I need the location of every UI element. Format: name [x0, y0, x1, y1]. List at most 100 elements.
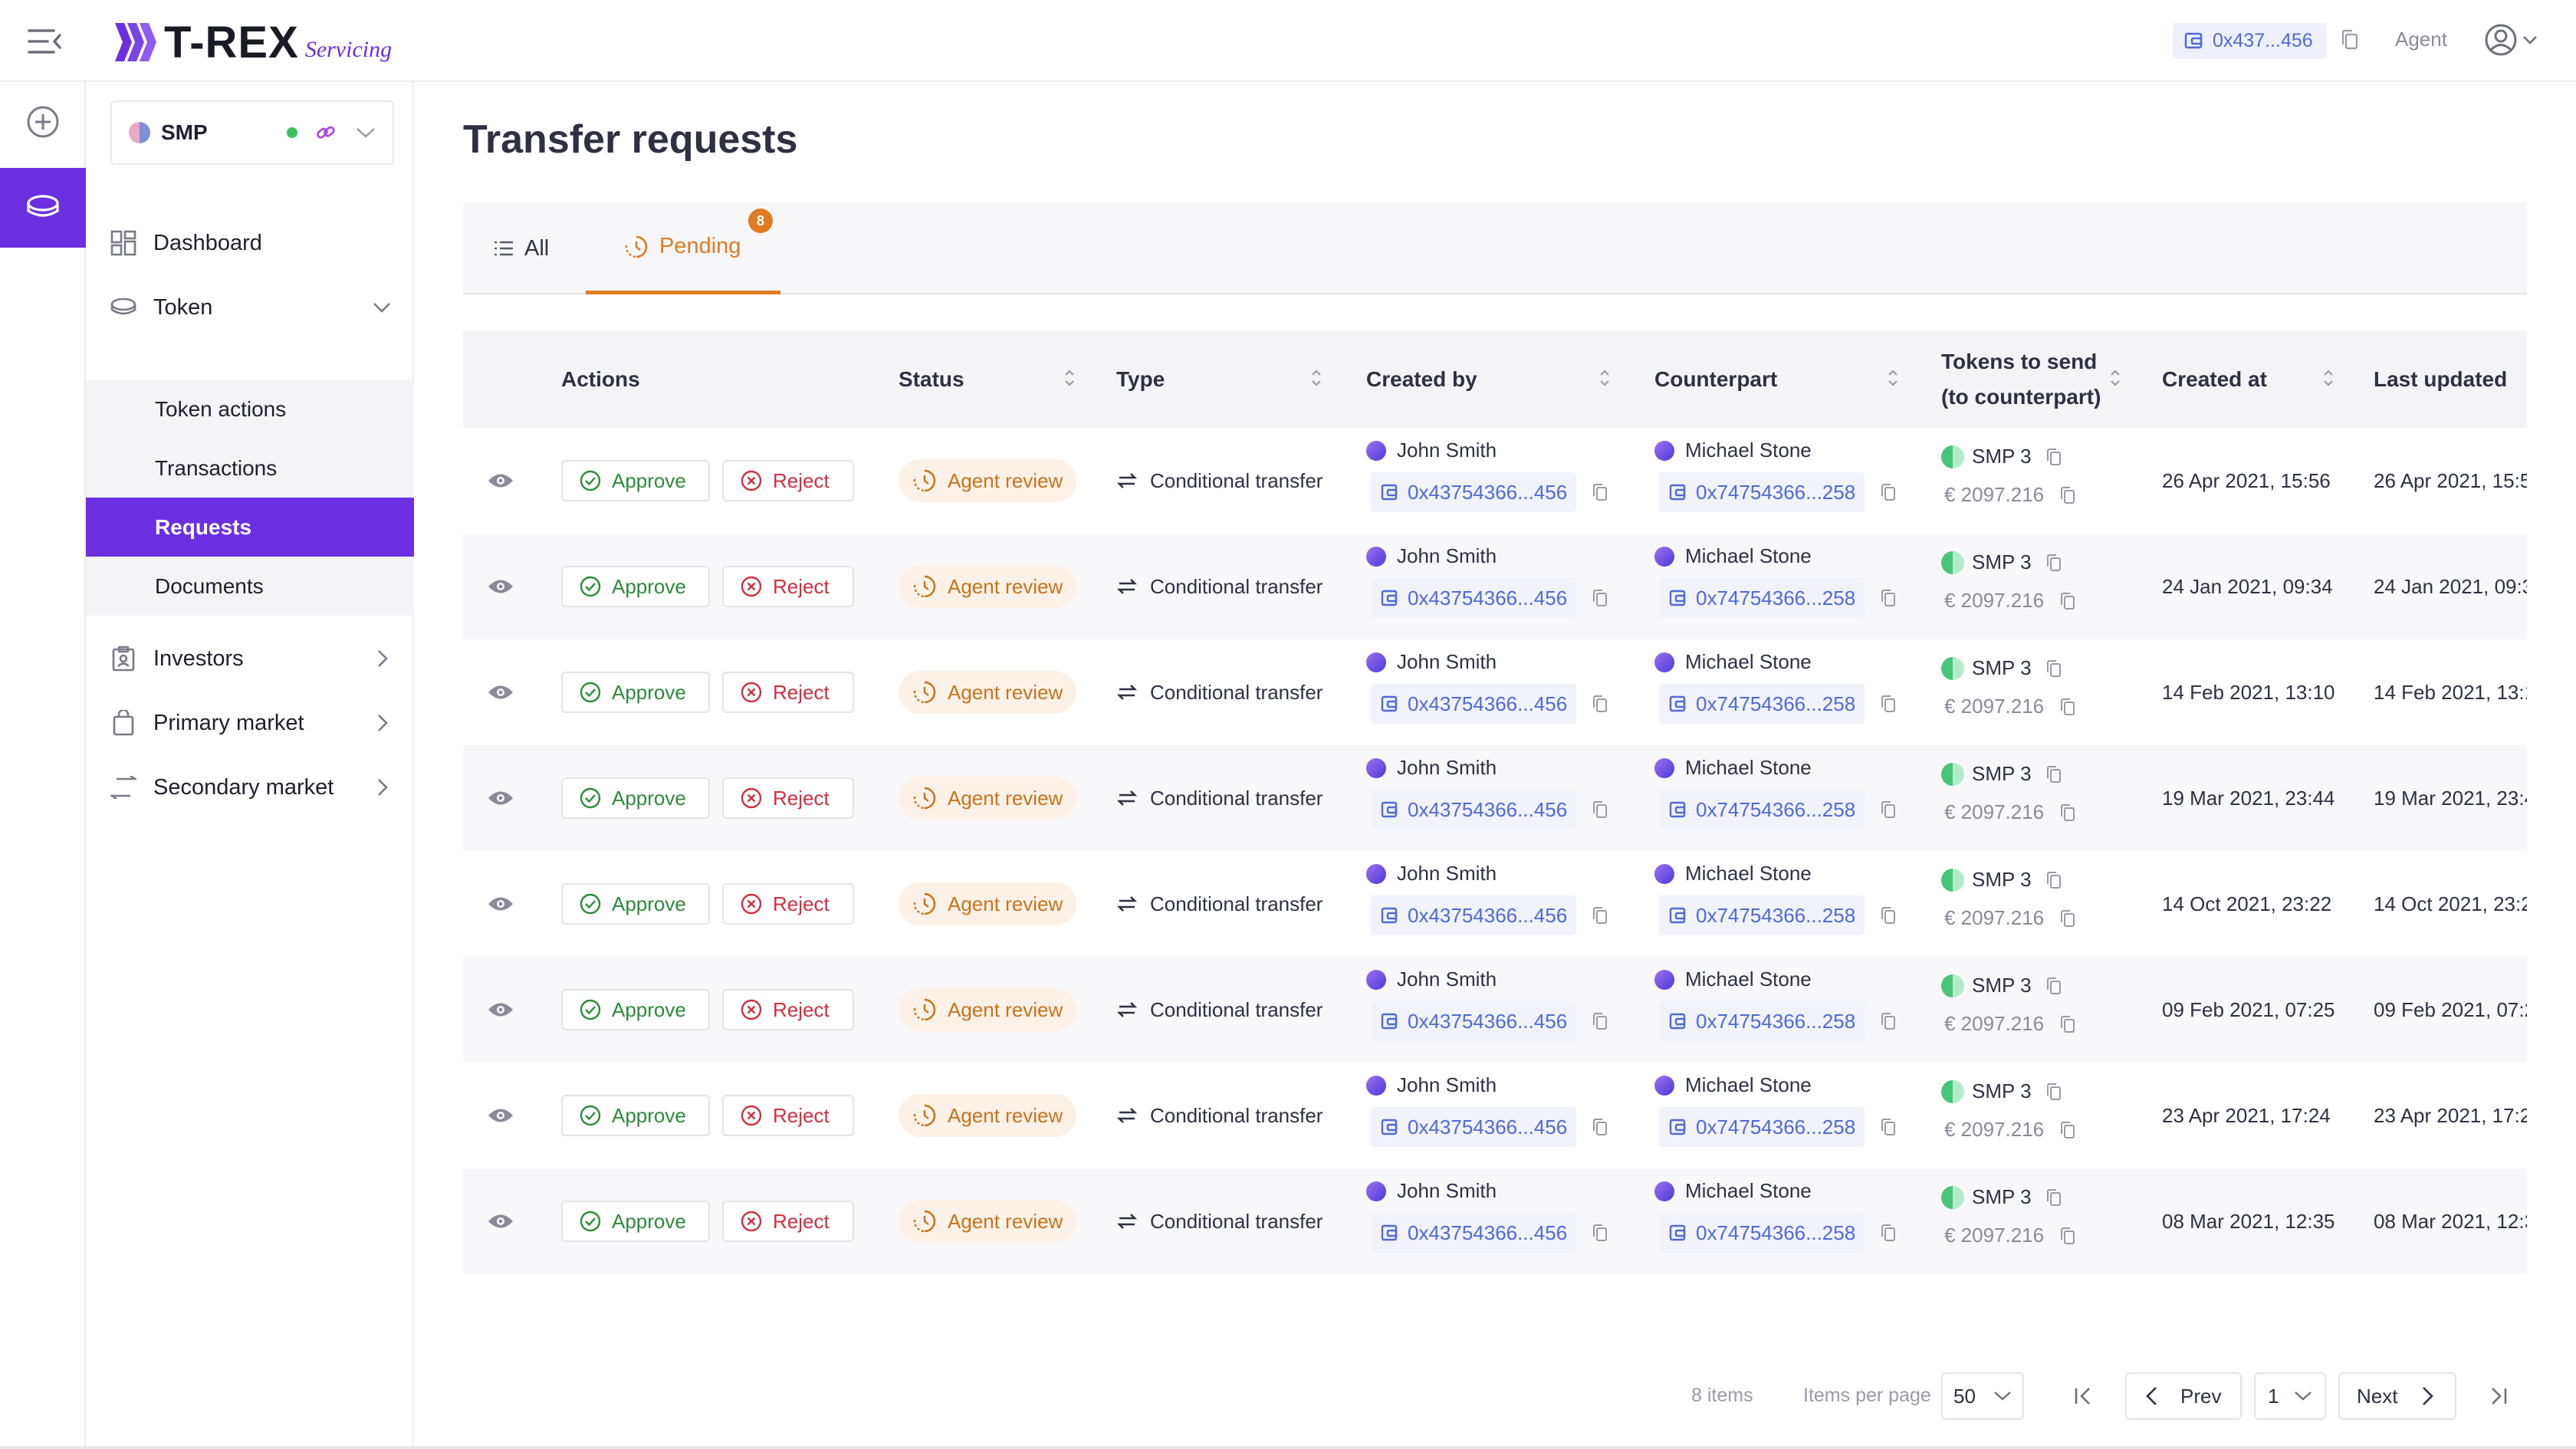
approve-button[interactable]: Approve	[561, 672, 710, 713]
creator-address-chip[interactable]: 0x43754366...456	[1371, 790, 1577, 830]
header-counterpart[interactable]: Counterpart	[1654, 331, 1915, 428]
wallet-address-chip[interactable]: 0x437...456	[2173, 23, 2327, 58]
creator-address-chip[interactable]: 0x43754366...456	[1371, 1001, 1577, 1041]
subnav-transactions[interactable]: Transactions	[155, 455, 278, 480]
header-created-at[interactable]: Created at	[2162, 331, 2346, 428]
copy-icon[interactable]	[1880, 1224, 1897, 1246]
header-status[interactable]: Status	[899, 331, 1083, 428]
tab-all[interactable]: All	[494, 202, 549, 294]
copy-icon[interactable]	[1592, 800, 1608, 823]
counterpart-address-chip[interactable]: 0x74754366...258	[1659, 1107, 1865, 1147]
token-rail-button[interactable]	[0, 168, 86, 248]
creator-address-chip[interactable]: 0x43754366...456	[1371, 1107, 1577, 1147]
creator-address-chip[interactable]: 0x43754366...456	[1371, 1213, 1577, 1253]
copy-icon[interactable]	[2059, 803, 2076, 822]
copy-icon[interactable]	[1592, 483, 1608, 505]
subnav-documents[interactable]: Documents	[155, 573, 264, 598]
header-tokens[interactable]: Tokens to send (to counterpart)	[1941, 331, 2133, 428]
reject-button[interactable]: Reject	[722, 777, 854, 819]
approve-button[interactable]: Approve	[561, 989, 710, 1030]
copy-icon[interactable]	[2045, 554, 2062, 572]
counterpart-address-chip[interactable]: 0x74754366...258	[1659, 895, 1865, 935]
view-button[interactable]	[488, 851, 514, 957]
add-token-button[interactable]	[0, 82, 86, 162]
reject-button[interactable]: Reject	[722, 989, 854, 1030]
copy-icon[interactable]	[1592, 1012, 1608, 1034]
copy-icon[interactable]	[2045, 977, 2062, 995]
copy-icon[interactable]	[2045, 1188, 2062, 1207]
view-button[interactable]	[488, 428, 514, 534]
copy-icon[interactable]	[1880, 483, 1897, 505]
nav-dashboard[interactable]: Dashboard	[86, 214, 414, 272]
nav-investors[interactable]: Investors	[86, 629, 414, 688]
copy-icon[interactable]	[1592, 1118, 1608, 1140]
next-page-button[interactable]: Next	[2338, 1372, 2456, 1420]
subnav-requests[interactable]: Requests	[86, 498, 414, 557]
counterpart-address-chip[interactable]: 0x74754366...258	[1659, 578, 1865, 618]
copy-icon[interactable]	[1592, 906, 1608, 928]
view-button[interactable]	[488, 1168, 514, 1274]
copy-icon[interactable]	[1880, 695, 1897, 717]
approve-button[interactable]: Approve	[561, 777, 710, 819]
approve-button[interactable]: Approve	[561, 460, 710, 501]
reject-button[interactable]: Reject	[722, 883, 854, 925]
reject-button[interactable]: Reject	[722, 460, 854, 501]
copy-icon[interactable]	[2045, 871, 2062, 889]
copy-icon[interactable]	[2059, 1227, 2076, 1245]
copy-icon[interactable]	[2059, 592, 2076, 610]
page-select[interactable]: 1	[2254, 1372, 2326, 1420]
creator-address-chip[interactable]: 0x43754366...456	[1371, 684, 1577, 724]
copy-icon[interactable]	[1880, 589, 1897, 611]
reject-button[interactable]: Reject	[722, 672, 854, 713]
copy-icon[interactable]	[2059, 698, 2076, 716]
copy-icon[interactable]	[2045, 659, 2062, 678]
copy-icon[interactable]	[1880, 1012, 1897, 1034]
token-selector[interactable]: SMP	[110, 100, 394, 165]
counterpart-address-chip[interactable]: 0x74754366...258	[1659, 684, 1865, 724]
reject-button[interactable]: Reject	[722, 1201, 854, 1242]
reject-button[interactable]: Reject	[722, 1095, 854, 1136]
copy-icon[interactable]	[1592, 1224, 1608, 1246]
header-type[interactable]: Type	[1116, 331, 1331, 428]
nav-token[interactable]: Token	[86, 278, 414, 337]
header-created-by[interactable]: Created by	[1366, 331, 1627, 428]
prev-page-button[interactable]: Prev	[2125, 1372, 2242, 1420]
view-button[interactable]	[488, 745, 514, 851]
creator-address-chip[interactable]: 0x43754366...456	[1371, 895, 1577, 935]
copy-icon[interactable]	[1880, 800, 1897, 823]
header-last-updated[interactable]: Last updated	[2374, 367, 2508, 391]
copy-icon[interactable]	[1880, 1118, 1897, 1140]
copy-icon[interactable]	[2059, 1121, 2076, 1139]
view-button[interactable]	[488, 534, 514, 639]
app-logo[interactable]: T-REX Servicing	[113, 17, 392, 67]
subnav-token-actions[interactable]: Token actions	[155, 396, 287, 421]
copy-icon[interactable]	[2340, 29, 2360, 54]
copy-icon[interactable]	[1592, 589, 1608, 611]
items-per-page-select[interactable]: 50	[1941, 1372, 2024, 1420]
approve-button[interactable]: Approve	[561, 1095, 710, 1136]
copy-icon[interactable]	[2045, 765, 2062, 784]
counterpart-address-chip[interactable]: 0x74754366...258	[1659, 1001, 1865, 1041]
last-page-button[interactable]	[2478, 1372, 2518, 1420]
copy-icon[interactable]	[2045, 448, 2062, 466]
tab-pending[interactable]: Pending	[586, 202, 780, 294]
nav-primary-market[interactable]: Primary market	[86, 694, 414, 752]
copy-icon[interactable]	[2059, 486, 2076, 504]
nav-secondary-market[interactable]: Secondary market	[86, 758, 414, 816]
copy-icon[interactable]	[2059, 1015, 2076, 1033]
copy-icon[interactable]	[1880, 906, 1897, 928]
counterpart-address-chip[interactable]: 0x74754366...258	[1659, 1213, 1865, 1253]
copy-icon[interactable]	[2059, 909, 2076, 928]
menu-collapse-icon[interactable]	[28, 26, 63, 57]
copy-icon[interactable]	[1592, 695, 1608, 717]
counterpart-address-chip[interactable]: 0x74754366...258	[1659, 472, 1865, 512]
user-menu[interactable]	[2484, 23, 2538, 57]
approve-button[interactable]: Approve	[561, 883, 710, 925]
reject-button[interactable]: Reject	[722, 566, 854, 607]
approve-button[interactable]: Approve	[561, 566, 710, 607]
creator-address-chip[interactable]: 0x43754366...456	[1371, 578, 1577, 618]
view-button[interactable]	[488, 639, 514, 745]
creator-address-chip[interactable]: 0x43754366...456	[1371, 472, 1577, 512]
copy-icon[interactable]	[2045, 1083, 2062, 1101]
view-button[interactable]	[488, 1063, 514, 1168]
